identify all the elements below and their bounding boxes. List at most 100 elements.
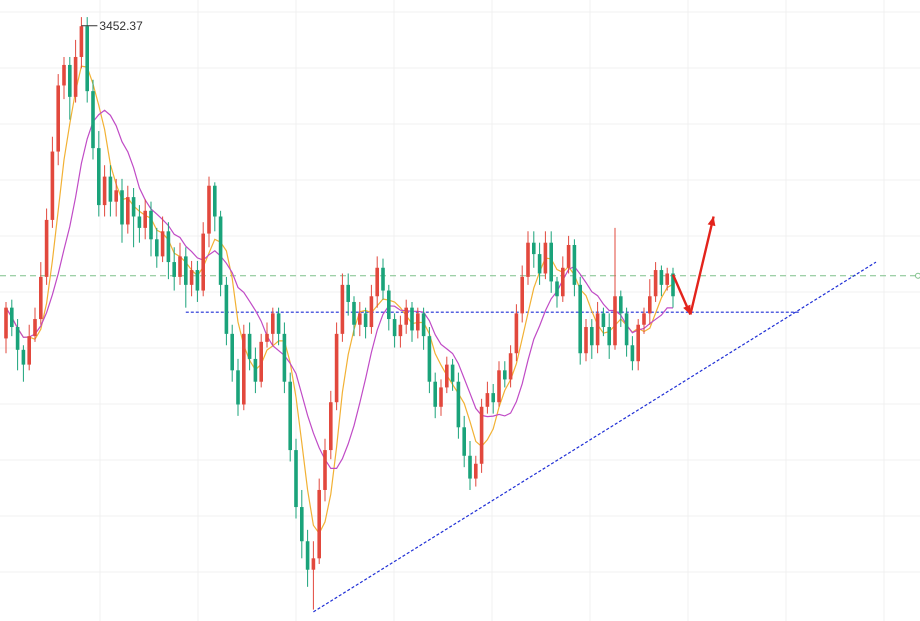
candle-body — [595, 313, 600, 346]
candle-body — [91, 91, 95, 149]
candle — [62, 56, 66, 100]
candle — [456, 372, 461, 439]
forecast-arrow-line — [689, 216, 715, 315]
candle-body — [33, 319, 37, 337]
candle-body — [50, 151, 55, 220]
candle — [259, 333, 263, 388]
candle-body — [323, 450, 327, 490]
candle — [561, 256, 565, 302]
candle — [340, 273, 345, 342]
candle-body — [358, 313, 362, 325]
candle-body — [578, 284, 582, 354]
candle — [671, 267, 675, 308]
candle — [126, 185, 130, 234]
candle — [44, 208, 49, 285]
candle — [543, 231, 548, 280]
candle-body — [4, 307, 8, 339]
candle-body — [166, 231, 171, 263]
candle — [445, 356, 449, 394]
candle-body — [584, 327, 588, 354]
candle — [514, 304, 519, 362]
candle — [131, 188, 136, 248]
candle — [56, 74, 60, 166]
candle — [91, 79, 95, 160]
candle — [410, 301, 414, 342]
candle — [653, 262, 658, 302]
candle-body — [155, 239, 159, 257]
candle-body — [590, 327, 594, 346]
candle — [184, 247, 188, 308]
candle-body — [15, 327, 20, 350]
candle-body — [294, 450, 298, 508]
candle — [375, 256, 379, 308]
candle-body — [474, 463, 478, 479]
candle-body — [300, 507, 304, 542]
candle-body — [653, 270, 658, 297]
candle-body — [120, 190, 124, 225]
candle — [317, 478, 321, 565]
candle-body — [259, 341, 263, 382]
candle-body — [218, 216, 223, 285]
candle — [427, 327, 432, 394]
candle-body — [172, 262, 176, 277]
candle — [160, 216, 165, 263]
candle — [294, 438, 298, 519]
candle — [73, 39, 78, 103]
candle-body — [485, 393, 490, 407]
candle-body — [305, 541, 310, 570]
candle — [311, 541, 316, 610]
candle — [265, 322, 269, 348]
candle — [665, 267, 669, 291]
candle — [39, 262, 43, 325]
candle-body — [572, 244, 577, 285]
candle-body — [213, 185, 217, 217]
candle-body — [601, 313, 606, 328]
candle — [607, 313, 611, 359]
candle — [4, 301, 8, 354]
forecast-arrow-head — [683, 304, 691, 315]
candle — [137, 205, 142, 243]
candle — [329, 390, 333, 460]
candle — [85, 17, 89, 103]
candle-body — [85, 26, 89, 92]
annotations: 3452.37 — [81, 19, 716, 315]
candle-body — [410, 307, 414, 331]
candle-body — [352, 301, 356, 325]
candle-body — [392, 319, 397, 337]
candle — [642, 307, 646, 334]
candle — [450, 358, 455, 391]
candle-body — [468, 455, 472, 479]
candle — [421, 307, 426, 350]
candle — [630, 336, 635, 371]
candle-body — [62, 64, 66, 86]
candle-body — [671, 273, 675, 297]
candle-body — [311, 558, 316, 570]
candle — [537, 242, 542, 285]
candle — [288, 372, 292, 462]
candle-body — [126, 197, 130, 225]
candle-body — [184, 256, 188, 285]
reference-line-marker — [915, 272, 920, 279]
candle-body — [108, 176, 113, 202]
candle-body — [201, 233, 205, 291]
candle — [485, 381, 490, 414]
candle — [381, 258, 385, 300]
candle-body — [334, 333, 339, 403]
candle — [143, 199, 147, 240]
candle — [323, 438, 327, 502]
candle — [590, 319, 594, 359]
candle — [433, 372, 437, 419]
candle — [276, 307, 281, 346]
candle-body — [21, 349, 26, 365]
candle-body — [456, 381, 461, 428]
candle — [172, 247, 176, 291]
candle — [102, 165, 107, 217]
candle-body — [636, 324, 640, 362]
candle-body — [317, 489, 321, 559]
candle-body — [265, 333, 269, 342]
candle-body — [288, 381, 292, 451]
candle-body — [416, 313, 420, 331]
candle — [201, 222, 205, 297]
candle-body — [79, 26, 84, 57]
